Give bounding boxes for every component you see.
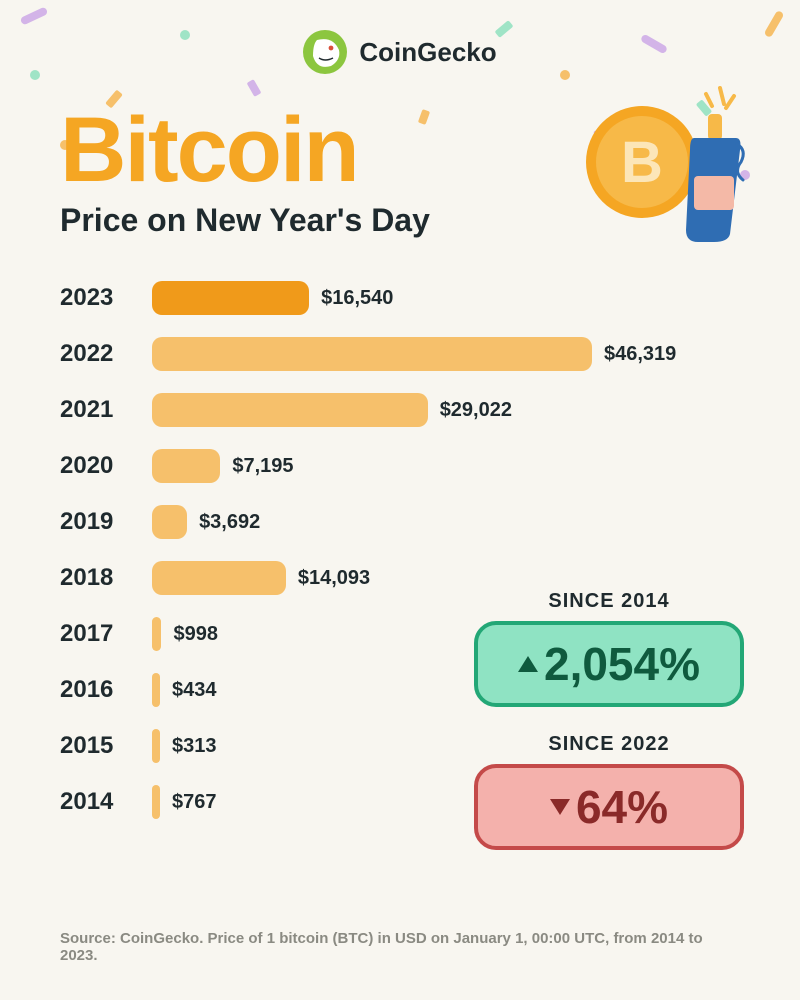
badge-down-group: SINCE 2022 64% bbox=[474, 733, 744, 850]
arrow-down-icon bbox=[550, 799, 570, 815]
chart-row: 2023 $16,540 bbox=[60, 279, 740, 317]
year-label: 2017 bbox=[60, 620, 134, 648]
svg-text:B: B bbox=[621, 130, 663, 195]
chart-row: 2022 $46,319 bbox=[60, 335, 740, 373]
price-bar bbox=[152, 281, 309, 315]
price-label: $29,022 bbox=[440, 399, 512, 422]
badge-down-value: 64% bbox=[576, 780, 668, 834]
price-bar bbox=[152, 617, 161, 651]
price-bar bbox=[152, 729, 160, 763]
infographic-canvas: CoinGecko Bitcoin Price on New Year's Da… bbox=[0, 0, 800, 1000]
price-label: $7,195 bbox=[232, 455, 293, 478]
price-bar bbox=[152, 449, 220, 483]
arrow-up-icon bbox=[518, 656, 538, 672]
badge-up-group: SINCE 2014 2,054% bbox=[474, 590, 744, 707]
coin-bottle-illustration: B bbox=[582, 84, 752, 249]
badge-down: 64% bbox=[474, 764, 744, 850]
source-note: Source: CoinGecko. Price of 1 bitcoin (B… bbox=[60, 930, 740, 964]
year-label: 2014 bbox=[60, 788, 134, 816]
bar-wrap: $16,540 bbox=[152, 281, 740, 315]
price-label: $46,319 bbox=[604, 343, 676, 366]
coingecko-logo-icon bbox=[303, 30, 347, 74]
price-label: $14,093 bbox=[298, 567, 370, 590]
price-label: $998 bbox=[173, 623, 218, 646]
price-bar bbox=[152, 505, 187, 539]
price-label: $3,692 bbox=[199, 511, 260, 534]
bar-wrap: $3,692 bbox=[152, 505, 740, 539]
price-label: $434 bbox=[172, 679, 217, 702]
bar-wrap: $7,195 bbox=[152, 449, 740, 483]
bar-wrap: $46,319 bbox=[152, 337, 740, 371]
chart-row: 2021 $29,022 bbox=[60, 391, 740, 429]
price-bar bbox=[152, 561, 286, 595]
change-badges: SINCE 2014 2,054% SINCE 2022 64% bbox=[474, 590, 744, 850]
price-bar bbox=[152, 785, 160, 819]
year-label: 2023 bbox=[60, 284, 134, 312]
price-bar bbox=[152, 673, 160, 707]
header: CoinGecko bbox=[0, 0, 800, 74]
badge-down-label: SINCE 2022 bbox=[474, 733, 744, 756]
price-label: $16,540 bbox=[321, 287, 393, 310]
brand-name: CoinGecko bbox=[359, 37, 496, 68]
year-label: 2021 bbox=[60, 396, 134, 424]
year-label: 2018 bbox=[60, 564, 134, 592]
year-label: 2016 bbox=[60, 676, 134, 704]
bar-wrap: $29,022 bbox=[152, 393, 740, 427]
badge-up-label: SINCE 2014 bbox=[474, 590, 744, 613]
price-bar bbox=[152, 337, 592, 371]
badge-up-value: 2,054% bbox=[544, 637, 700, 691]
year-label: 2022 bbox=[60, 340, 134, 368]
year-label: 2015 bbox=[60, 732, 134, 760]
year-label: 2019 bbox=[60, 508, 134, 536]
price-label: $767 bbox=[172, 791, 217, 814]
badge-up: 2,054% bbox=[474, 621, 744, 707]
price-label: $313 bbox=[172, 735, 217, 758]
chart-row: 2019 $3,692 bbox=[60, 503, 740, 541]
year-label: 2020 bbox=[60, 452, 134, 480]
price-bar bbox=[152, 393, 428, 427]
title-block: Bitcoin Price on New Year's Day B bbox=[0, 74, 800, 249]
chart-row: 2020 $7,195 bbox=[60, 447, 740, 485]
